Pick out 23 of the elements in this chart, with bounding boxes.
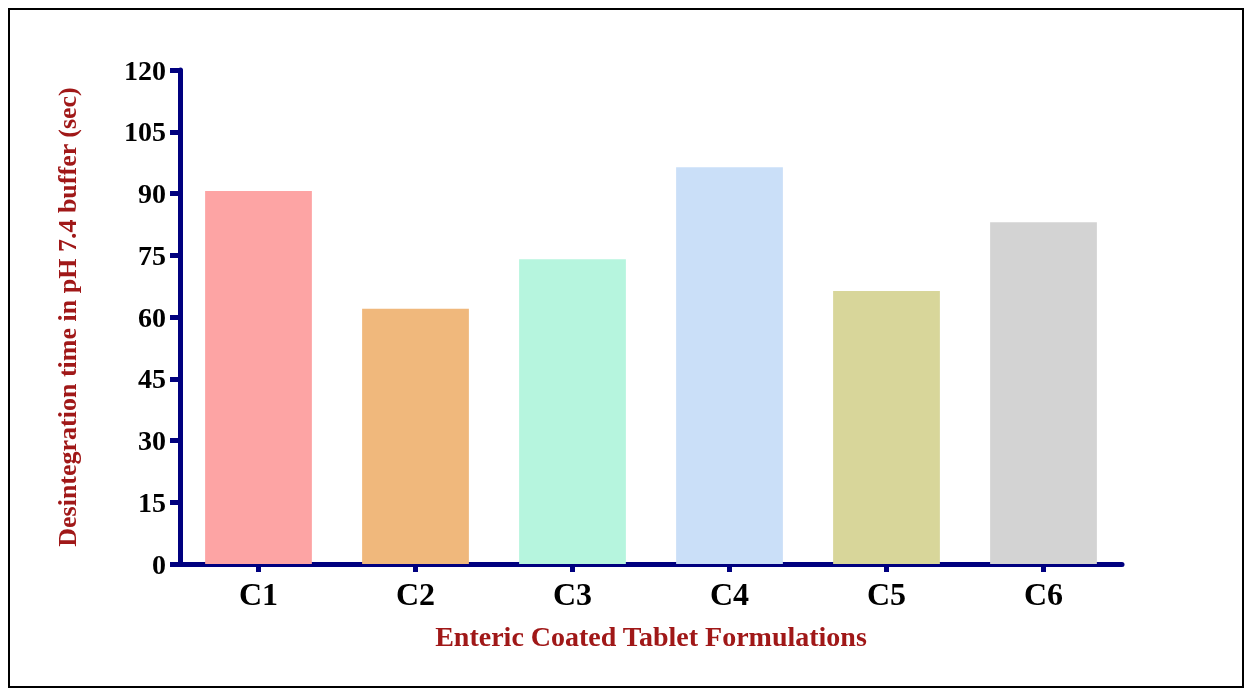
x-tick-label: C1 — [238, 576, 279, 612]
bar — [990, 222, 1097, 564]
y-tick-label: 45 — [138, 363, 166, 395]
x-tick-label: C4 — [709, 576, 750, 612]
y-tick-label: 30 — [138, 425, 166, 456]
x-axis-title: Enteric Coated Tablet Formulations — [435, 620, 867, 652]
y-tick-label: 105 — [124, 116, 166, 148]
bar — [833, 291, 940, 564]
y-tick-label: 60 — [138, 301, 166, 333]
x-tick-label: C5 — [866, 576, 907, 612]
x-tick-label: C3 — [552, 576, 593, 612]
y-axis-title: Desintegration time in pH 7.4 buffer (sec) — [52, 87, 82, 547]
bar — [362, 308, 469, 564]
bar — [519, 259, 626, 564]
x-tick-label: C6 — [1023, 576, 1064, 612]
x-tick-label: C2 — [395, 576, 436, 612]
bar — [205, 191, 312, 564]
y-tick-label: 90 — [138, 178, 166, 209]
y-tick-label: 0 — [152, 548, 166, 580]
y-tick-label: 120 — [124, 54, 166, 86]
y-tick-label: 75 — [138, 239, 166, 271]
bar — [676, 167, 783, 564]
y-tick-label: 15 — [138, 486, 166, 518]
